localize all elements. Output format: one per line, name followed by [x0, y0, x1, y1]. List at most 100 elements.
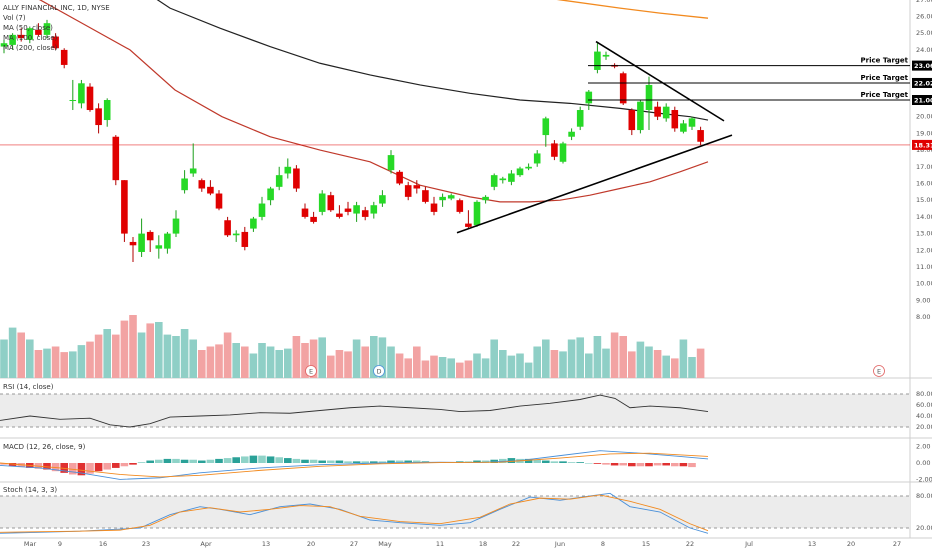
macd-histogram-bar [679, 463, 688, 467]
candle-body [551, 143, 558, 157]
candle-body [430, 203, 438, 212]
candle-body [516, 168, 524, 176]
volume-bar [77, 345, 86, 378]
macd-histogram-bar [378, 461, 387, 463]
rsi-pane-label[interactable]: RSI (14, close) [3, 383, 54, 391]
volume-bar [567, 339, 576, 378]
stoch-pane-label[interactable]: Stoch (14, 3, 3) [3, 486, 58, 494]
indicator-ma200[interactable]: MA (200, close) [3, 44, 58, 52]
ma200-line [556, 0, 709, 19]
macd-histogram-bar [636, 463, 645, 467]
macd-histogram-bar [335, 460, 344, 463]
candle-body [250, 218, 257, 229]
macd-histogram-bar [585, 463, 593, 464]
candle-body [422, 190, 429, 202]
candle-body [671, 110, 679, 129]
volume-bar [447, 358, 455, 378]
price-axis-label: 25.00 [916, 29, 932, 37]
macd-histogram-bar [120, 463, 129, 467]
volume-bar [499, 350, 507, 378]
time-axis-label: 13 [808, 540, 816, 548]
macd-pane-label[interactable]: MACD (12, 26, close, 9) [3, 443, 86, 451]
volume-bar [361, 346, 369, 378]
volume-bar [542, 339, 550, 378]
volume-bar [241, 346, 249, 378]
volume-bar [206, 346, 215, 378]
volume-bar [533, 346, 541, 378]
volume-bar [464, 360, 473, 378]
candle-body [129, 241, 137, 246]
volume-bar [43, 348, 51, 378]
candle-body [568, 131, 575, 137]
price-target-value: 21.00 [914, 97, 932, 105]
rsi-band [0, 394, 910, 427]
last-price-tag [912, 139, 932, 150]
trendline [595, 40, 725, 122]
candle-body [293, 168, 300, 189]
macd-histogram-bar [137, 462, 146, 463]
volume-bar [266, 346, 275, 378]
candle-body [138, 233, 145, 252]
price-target-tag [912, 77, 932, 88]
volume-bar [610, 332, 619, 378]
stoch-axis-label: 80.00 [916, 492, 932, 500]
event-marker-label: D [376, 368, 381, 376]
macd-histogram-bar [645, 463, 653, 467]
rsi-line [0, 394, 709, 428]
rsi-axis-label: 40.00 [916, 412, 932, 420]
trendline [456, 134, 733, 234]
candle-body [499, 178, 507, 181]
candle-body [17, 34, 25, 39]
candle-body [189, 168, 197, 174]
volume-bar [456, 362, 464, 378]
candle-body [396, 171, 403, 184]
volume-bar [395, 353, 404, 378]
candle-body [697, 130, 704, 142]
macd-histogram-bar [662, 463, 670, 466]
candle-body [645, 84, 653, 111]
volume-bar [671, 358, 679, 378]
macd-histogram-bar [593, 463, 602, 464]
macd-histogram-bar [163, 458, 172, 463]
price-axis-label: 10.00 [916, 280, 932, 288]
candle-body [680, 123, 687, 132]
price-axis-label: 9.00 [916, 296, 930, 304]
candle-body [542, 118, 550, 136]
candle-body [258, 203, 266, 217]
macd-histogram-bar [180, 459, 189, 463]
event-marker-label: E [309, 368, 313, 376]
macd-histogram-bar [103, 463, 111, 470]
candle-body [336, 213, 343, 217]
candle-body [619, 73, 627, 104]
indicator-volume[interactable]: Vol (7) [3, 14, 26, 22]
indicator-ma100[interactable]: MA (100, close) [3, 34, 58, 42]
macd-histogram-bar [352, 461, 361, 463]
price-axis-label: 12.00 [916, 246, 932, 254]
volume-bar [112, 334, 120, 378]
rsi-axis-label: 20.00 [916, 423, 932, 431]
macd-histogram-bar [94, 463, 103, 472]
time-axis-label: 15 [642, 540, 650, 548]
event-marker [873, 365, 885, 377]
macd-histogram-bar [533, 459, 541, 463]
volume-bar [0, 339, 8, 378]
macd-histogram-bar [567, 462, 576, 463]
candle-body [318, 193, 326, 212]
volume-bar [327, 355, 335, 378]
time-axis-label: Jun [554, 540, 565, 548]
candle-body [78, 83, 85, 104]
time-axis-label: May [378, 540, 392, 548]
volume-bar [516, 353, 524, 378]
macd-histogram-bar [481, 460, 490, 463]
symbol-title: ALLY FINANCIAL INC, 1D, NYSE [3, 4, 110, 12]
macd-histogram-bar [619, 463, 627, 466]
time-axis-label: Mar [24, 540, 37, 548]
indicator-ma50[interactable]: MA (50, close) [3, 24, 53, 32]
price-target-value: 22.02 [914, 79, 932, 87]
price-axis-label: 24.00 [916, 46, 932, 54]
volume-bar [593, 336, 602, 378]
last-price-value: 18.31 [914, 141, 932, 149]
volume-bar [284, 348, 292, 378]
